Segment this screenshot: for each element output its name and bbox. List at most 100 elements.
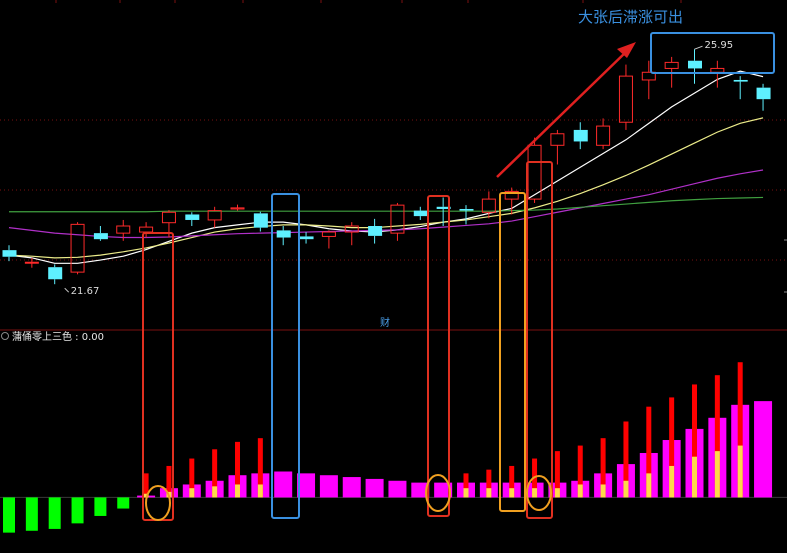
candle-body: [2, 250, 17, 257]
candle-up: [70, 222, 85, 275]
indicator-red-bar: [509, 465, 515, 498]
grid-lines: [0, 0, 787, 498]
trend-arrow-head: [617, 42, 636, 58]
indicator-yellow-bar: [235, 484, 240, 498]
indicator-red-bar: [737, 362, 743, 498]
signal-circle: [526, 475, 552, 511]
indicator-bar: [754, 401, 773, 498]
candle-down: [299, 232, 314, 244]
candle-down: [413, 206, 428, 220]
ma30-line: [8, 169, 764, 239]
indicator-yellow-bar: [600, 484, 606, 498]
candle-up: [664, 56, 679, 88]
candle-up: [24, 257, 39, 268]
candle-body: [139, 226, 154, 233]
candle-body: [24, 261, 39, 264]
candle-body: [710, 67, 725, 73]
ma5-line: [8, 70, 764, 264]
candle-up: [321, 230, 336, 249]
annotation-text: 大张后滞涨可出: [578, 8, 683, 26]
indicator-bar: [342, 477, 361, 498]
candle-down: [368, 218, 383, 244]
finance-mark[interactable]: 财: [380, 316, 390, 329]
candle-body: [733, 79, 748, 82]
indicator-bar: [319, 475, 338, 498]
candle-up: [504, 187, 519, 215]
indicator-red-bar: [189, 458, 195, 498]
indicator-bar: [274, 471, 293, 498]
annotation-overlays: [142, 32, 775, 521]
candle-down: [756, 83, 771, 111]
candle-body: [344, 225, 359, 233]
candle-body: [413, 210, 428, 217]
indicator-red-bar: [600, 438, 606, 498]
signal-circle: [425, 474, 451, 512]
candle-up: [710, 60, 725, 88]
candle-up: [596, 118, 611, 150]
indicator-bar-negative: [25, 497, 38, 531]
indicator-red-bar: [714, 375, 720, 498]
candle-body: [436, 206, 451, 209]
signal-box: [271, 193, 300, 519]
signal-circle: [145, 485, 171, 521]
candle-body: [504, 190, 519, 200]
candle-down: [459, 205, 474, 225]
candle-body: [253, 213, 268, 228]
indicator-bars: [3, 362, 773, 533]
indicator-red-bar: [463, 473, 469, 498]
indicator-yellow-bar: [669, 465, 675, 498]
indicator-red-bar: [166, 465, 172, 498]
candle-up: [527, 137, 542, 203]
indicator-red-bar: [212, 449, 218, 498]
candle-down: [688, 49, 702, 84]
candle-up: [344, 222, 359, 246]
candle-body: [596, 125, 611, 146]
indicator-yellow-bar: [509, 488, 515, 498]
ma60-line: [9, 196, 764, 213]
candle-up: [207, 206, 222, 228]
indicator-settings-icon[interactable]: [1, 332, 9, 340]
candle-body: [230, 207, 245, 210]
candle-up: [230, 204, 245, 211]
candle-body: [368, 226, 383, 236]
candle-body: [618, 75, 633, 123]
indicator-yellow-bar: [737, 445, 743, 498]
indicator-red-bar: [692, 384, 697, 498]
indicator-bar: [388, 480, 407, 498]
ma10-line: [8, 117, 764, 259]
candle-up: [550, 129, 565, 165]
candle-down: [2, 245, 17, 262]
candle-body: [756, 87, 771, 100]
indicator-red-bar: [577, 445, 583, 498]
candle-down: [253, 211, 268, 232]
candle-body: [481, 198, 496, 213]
low-price-label: 21.67: [71, 286, 100, 297]
candle-body: [641, 71, 656, 81]
candle-down: [436, 197, 451, 226]
candle-body: [527, 144, 542, 200]
candle-body: [321, 231, 336, 237]
indicator-red-bar: [623, 421, 629, 498]
candle-up: [390, 202, 405, 241]
indicator-bar-negative: [48, 497, 61, 529]
candle-down: [48, 264, 63, 285]
candle-up: [116, 219, 131, 241]
indicator-header: 蒲俑零上三色 : 0.00: [1, 330, 104, 343]
low-marker: 21.67: [64, 286, 100, 297]
candle-body: [276, 230, 291, 238]
candle-up: [641, 60, 656, 100]
indicator-bar-negative: [117, 497, 130, 509]
candle-body: [390, 204, 405, 234]
high-price-label: 25.95: [705, 40, 734, 51]
indicator-yellow-bar: [212, 486, 218, 498]
candle-up: [139, 222, 154, 238]
candle-up: [618, 64, 633, 130]
indicator-bar: [365, 478, 384, 498]
indicator-bar: [434, 482, 453, 498]
indicator-bar: [297, 473, 316, 498]
candle-body: [550, 133, 565, 146]
candle-down: [276, 226, 291, 246]
indicator-yellow-bar: [577, 484, 583, 498]
candle-body: [161, 211, 176, 224]
candle-body: [299, 236, 314, 240]
